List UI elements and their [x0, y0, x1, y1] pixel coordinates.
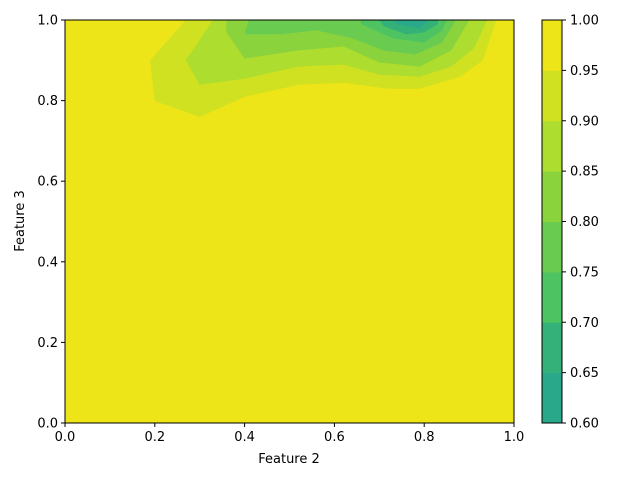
- colorbar-ticks: 0.60 0.65 0.70 0.75 0.80 0.85 0.90 0.95 1.00: [562, 14, 599, 432]
- colorbar-tick-label: 0.85: [570, 165, 599, 180]
- colorbar-band: [542, 20, 562, 71]
- colorbar: 0.60 0.65 0.70 0.75 0.80 0.85 0.90 0.95 1.00: [541, 14, 599, 432]
- x-tick-label: 0.2: [144, 430, 165, 445]
- colorbar-bands: [542, 20, 562, 424]
- colorbar-tick-label: 0.75: [570, 265, 599, 280]
- y-tick-label: 0.8: [37, 94, 58, 109]
- x-tick-label: 0.6: [324, 430, 345, 445]
- colorbar-band: [542, 120, 562, 172]
- y-tick-label: 1.0: [37, 14, 58, 29]
- colorbar-tick-label: 0.95: [570, 64, 599, 79]
- x-tick-label: 1.0: [504, 430, 525, 445]
- x-axis-ticks: 0.0 0.2 0.4 0.6 0.8 1.0: [55, 423, 525, 445]
- colorbar-tick-label: 0.80: [570, 215, 599, 230]
- colorbar-tick-label: 1.00: [570, 14, 599, 29]
- contour-background-fill: [65, 20, 514, 423]
- plot-area: [64, 19, 515, 424]
- x-tick-label: 0.8: [414, 430, 435, 445]
- colorbar-band: [542, 271, 562, 323]
- colorbar-band: [542, 171, 562, 222]
- y-axis-ticks: 0.0 0.2 0.4 0.6 0.8 1.0: [37, 14, 65, 432]
- colorbar-band: [542, 221, 562, 273]
- y-tick-label: 0.6: [37, 175, 58, 190]
- y-axis-label: Feature 3: [13, 190, 28, 252]
- x-axis-label: Feature 2: [258, 452, 320, 467]
- x-tick-label: 0.0: [55, 430, 76, 445]
- colorbar-band: [542, 70, 562, 122]
- y-tick-label: 0.2: [37, 336, 58, 351]
- y-tick-label: 0.4: [37, 255, 58, 270]
- colorbar-tick-label: 0.60: [570, 417, 599, 432]
- plot-frame: [64, 19, 515, 424]
- colorbar-band: [542, 372, 562, 424]
- x-tick-label: 0.4: [234, 430, 255, 445]
- colorbar-tick-label: 0.90: [570, 114, 599, 129]
- colorbar-band: [542, 322, 562, 374]
- colorbar-tick-label: 0.65: [570, 366, 599, 381]
- colorbar-tick-label: 0.70: [570, 316, 599, 331]
- y-tick-label: 0.0: [37, 417, 58, 432]
